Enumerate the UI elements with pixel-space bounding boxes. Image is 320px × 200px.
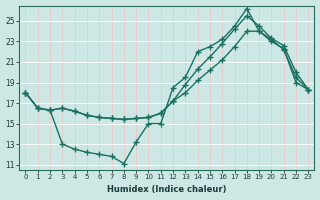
X-axis label: Humidex (Indice chaleur): Humidex (Indice chaleur) [107, 185, 227, 194]
